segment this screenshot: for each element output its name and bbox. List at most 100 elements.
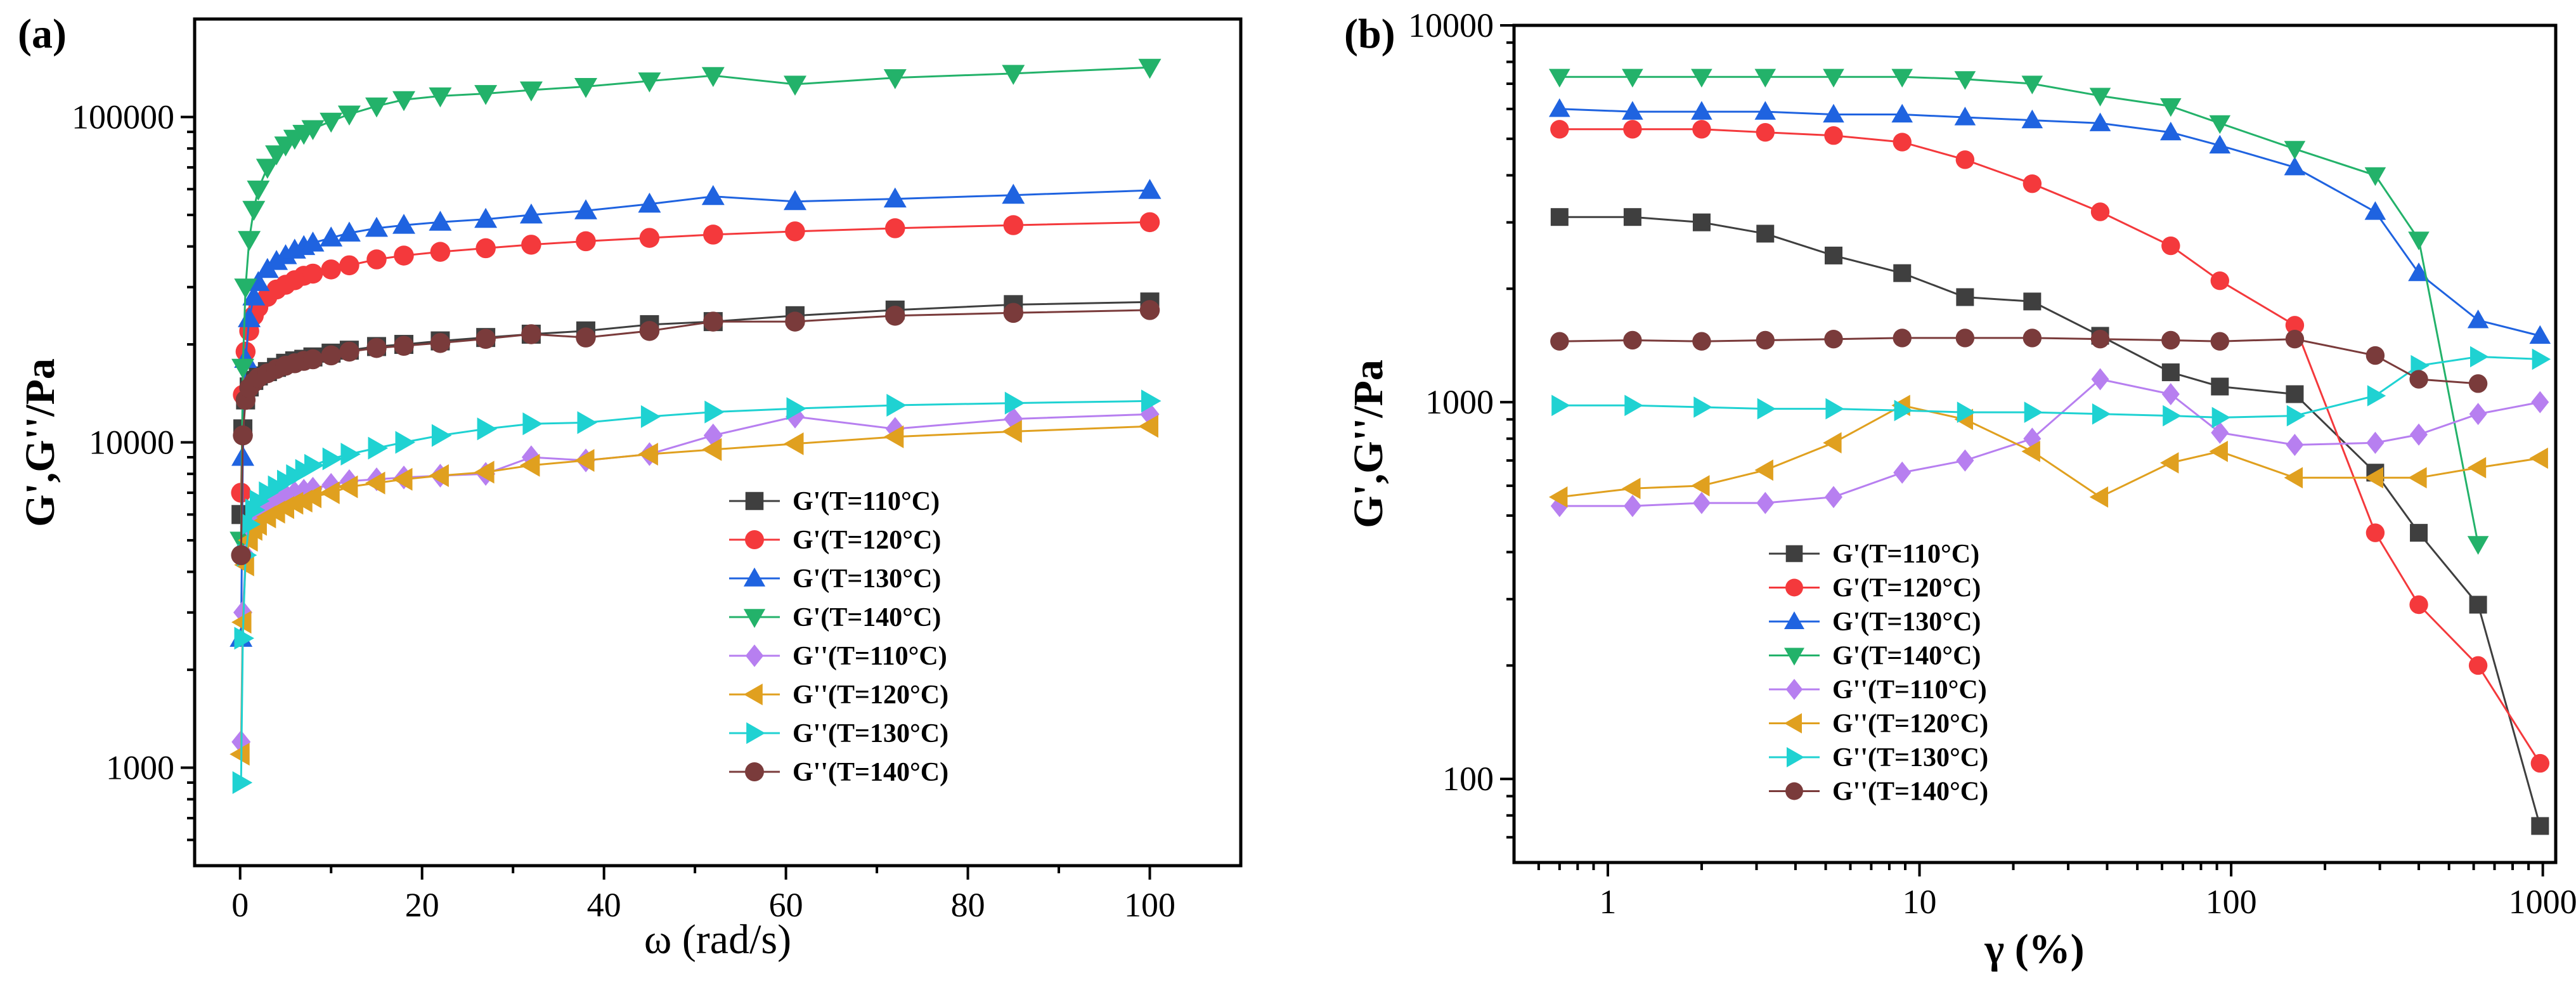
a-legend-label: G''(T=140°C) [793, 758, 948, 787]
b-data-point [1549, 68, 1570, 88]
b-series-3 [1549, 68, 2489, 555]
a-legend-item: G'(T=120°C) [729, 526, 941, 555]
b-data-point [2366, 523, 2385, 542]
a-data-point [519, 81, 543, 101]
b-data-point [1551, 394, 1570, 417]
a-data-point [302, 263, 323, 284]
a-legend-label: G''(T=120°C) [793, 680, 948, 710]
a-data-point [1003, 215, 1024, 235]
b-legend-marker [1785, 578, 1803, 597]
a-data-point [701, 185, 725, 205]
b-legend-label: G''(T=140°C) [1832, 778, 1988, 807]
panel-b-ticks: 1 10 100 1000 100 1000 10000 [1408, 6, 2576, 921]
b-legend-item: G'(T=120°C) [1769, 574, 1981, 603]
b-legend-marker [1784, 611, 1804, 629]
a-ytick-label: 100000 [72, 98, 174, 136]
a-data-point [339, 255, 359, 276]
b-data-point [1550, 332, 1569, 351]
a-data-point [574, 78, 597, 98]
a-data-point [365, 97, 388, 118]
a-data-point [574, 199, 597, 219]
a-data-point [703, 311, 723, 332]
a-legend-marker [745, 492, 764, 511]
a-data-point [365, 216, 388, 237]
b-data-point [2210, 271, 2229, 290]
a-data-point [247, 180, 270, 201]
a-data-point [704, 400, 725, 424]
a-series-line [240, 400, 1150, 783]
b-data-point [2090, 202, 2110, 221]
b-data-point [1550, 120, 1569, 139]
b-data-point [2163, 405, 2182, 427]
b-data-point [1757, 398, 1777, 420]
b-data-point [2531, 391, 2549, 413]
a-data-point [883, 187, 907, 208]
a-legend-marker [745, 644, 764, 667]
b-xtick-label: 1000 [2509, 883, 2576, 921]
a-legend-item: G''(T=130°C) [729, 719, 948, 748]
a-data-point [1138, 179, 1162, 199]
b-data-point [2467, 457, 2487, 479]
panel-a-ylabel: G',G''/Pa [17, 358, 63, 527]
a-data-point [366, 337, 387, 358]
a-data-point [1138, 58, 1162, 79]
b-data-point [1893, 329, 1912, 348]
b-data-point [1891, 68, 1913, 88]
a-data-point [238, 231, 261, 251]
b-data-point [1691, 101, 1712, 120]
b-data-point [1623, 208, 1641, 226]
a-series-1 [231, 212, 1160, 503]
b-data-point [1891, 103, 1913, 123]
b-data-point [2092, 403, 2111, 425]
a-data-point [784, 190, 806, 211]
a-data-point [242, 285, 266, 306]
b-xtick-label: 1 [1599, 883, 1616, 921]
b-data-point [2530, 753, 2550, 773]
a-data-point [366, 249, 387, 270]
b-series-0 [1550, 208, 2549, 835]
b-xtick-label: 100 [2206, 883, 2257, 921]
a-data-point [576, 231, 596, 252]
b-data-point [1954, 107, 1976, 126]
b-xtick-label: 10 [1903, 883, 1937, 921]
panel-b-label: (b) [1344, 11, 1395, 57]
b-legend-label: G'(T=140°C) [1832, 642, 1981, 671]
b-data-point [2410, 524, 2428, 542]
a-data-point [886, 394, 907, 417]
a-legend-item: G''(T=120°C) [729, 680, 948, 710]
a-series-0 [231, 292, 1160, 524]
b-data-point [2468, 656, 2488, 675]
a-data-point [786, 397, 806, 420]
a-legend-label: G'(T=110°C) [793, 487, 940, 516]
panel-b-frame [1512, 23, 2558, 864]
b-data-point [2467, 536, 2489, 555]
b-legend-label: G'(T=130°C) [1832, 608, 1981, 637]
b-ytick-label: 100 [1442, 760, 1494, 798]
a-xtick-label: 80 [951, 886, 985, 924]
b-data-point [1956, 449, 1974, 472]
b-series-line [1559, 378, 2540, 507]
b-data-point [2408, 231, 2430, 251]
b-legend-item: G''(T=140°C) [1769, 778, 1988, 807]
a-legend-marker [743, 683, 763, 706]
b-legend-label: G'(T=110°C) [1832, 540, 1979, 569]
b-data-point [1955, 329, 1975, 348]
a-data-point [429, 464, 449, 487]
b-data-point [2160, 98, 2182, 117]
b-data-point [1693, 396, 1712, 418]
a-ytick-label: 1000 [106, 749, 174, 787]
a-data-point [256, 159, 279, 179]
a-data-point [431, 424, 452, 447]
b-data-point [2469, 403, 2487, 426]
a-xtick-label: 60 [769, 886, 803, 924]
a-data-point [234, 278, 257, 299]
b-data-point [2211, 407, 2231, 429]
b-ytick-label: 10000 [1408, 6, 1494, 44]
b-series-line [1559, 75, 2480, 545]
a-legend-label: G''(T=110°C) [793, 642, 947, 671]
b-ytick-label: 1000 [1425, 383, 1494, 421]
b-data-point [1550, 208, 1569, 226]
a-data-point [337, 105, 361, 126]
a-data-point [234, 627, 254, 650]
